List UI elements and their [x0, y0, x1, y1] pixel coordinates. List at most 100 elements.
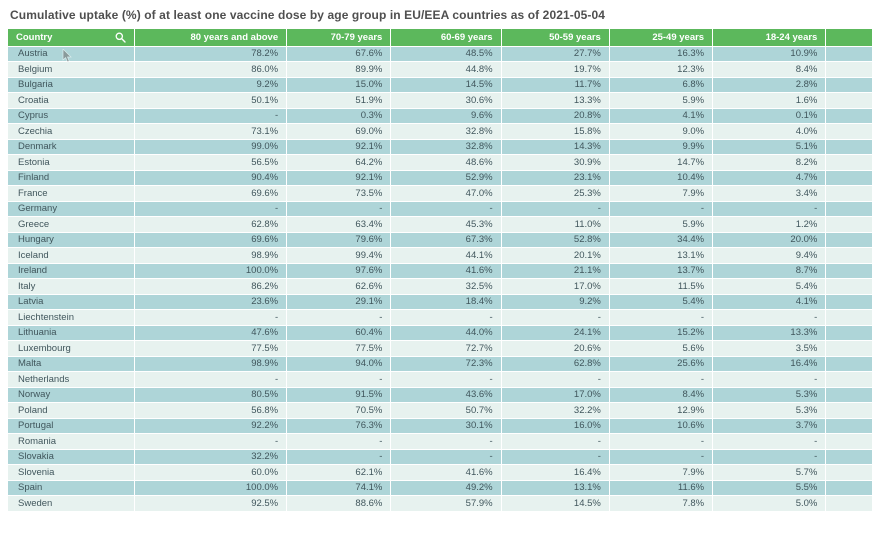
value-cell: 73.5%: [286, 185, 392, 202]
value-cell: 32.8%: [390, 139, 502, 155]
value-cell: -: [501, 371, 610, 388]
page-title: Cumulative uptake (%) of at least one va…: [10, 8, 606, 22]
country-cell: Netherlands: [8, 371, 135, 388]
value-cell: 48.6%: [390, 154, 502, 171]
value-cell: 32.2%: [134, 449, 288, 465]
value-cell: 8.7%: [712, 263, 827, 279]
value-cell: 12.9%: [609, 402, 714, 419]
value-cell: -: [501, 449, 610, 465]
value-cell: 10.4%: [609, 170, 714, 186]
value-cell: 5.1%: [712, 139, 827, 155]
value-cell: 18.4%: [390, 294, 502, 310]
country-cell: Austria: [8, 46, 135, 62]
value-cell: 30.9%: [501, 154, 610, 171]
column-header-50-59[interactable]: 50-59 years: [501, 29, 610, 47]
table-row: Hungary 69.6% 79.6% 67.3% 52.8% 34.4% 20.0%: [8, 232, 872, 248]
empty-cell: [825, 139, 872, 155]
value-cell: 27.7%: [501, 46, 610, 62]
value-cell: 94.0%: [286, 356, 392, 372]
value-cell: 72.7%: [390, 340, 502, 357]
table-row: Finland 90.4% 92.1% 52.9% 23.1% 10.4% 4.7%: [8, 170, 872, 186]
empty-cell: [825, 46, 872, 62]
value-cell: -: [501, 201, 610, 217]
value-cell: 69.0%: [286, 123, 392, 140]
country-cell: Ireland: [8, 263, 135, 279]
empty-cell: [825, 495, 872, 512]
value-cell: 52.9%: [390, 170, 502, 186]
value-cell: 16.4%: [501, 464, 610, 481]
data-table: Country 80 years and above 70-79 years 6…: [8, 29, 872, 512]
value-cell: 14.5%: [501, 495, 610, 512]
table-row: Latvia 23.6% 29.1% 18.4% 9.2% 5.4% 4.1%: [8, 294, 872, 310]
value-cell: -: [712, 433, 827, 450]
column-header-25-49[interactable]: 25-49 years: [609, 29, 714, 47]
empty-cell: [825, 340, 872, 357]
table-row: Lithuania 47.6% 60.4% 44.0% 24.1% 15.2% 13.3%: [8, 325, 872, 341]
column-header-country[interactable]: Country: [8, 29, 135, 47]
table-row: Norway 80.5% 91.5% 43.6% 17.0% 8.4% 5.3%: [8, 387, 872, 403]
table-row: Portugal 92.2% 76.3% 30.1% 16.0% 10.6% 3.7%: [8, 418, 872, 434]
column-header-70-79[interactable]: 70-79 years: [286, 29, 392, 47]
value-cell: 50.1%: [134, 92, 288, 109]
country-cell: Belgium: [8, 61, 135, 78]
value-cell: 11.5%: [609, 278, 714, 295]
value-cell: 32.2%: [501, 402, 610, 419]
value-cell: -: [286, 201, 392, 217]
table-row: Romania - - - - - -: [8, 433, 872, 450]
empty-cell: [825, 247, 872, 264]
value-cell: 56.5%: [134, 154, 288, 171]
value-cell: 3.5%: [712, 340, 827, 357]
value-cell: 25.3%: [501, 185, 610, 202]
value-cell: 74.1%: [286, 480, 392, 496]
empty-cell: [825, 278, 872, 295]
empty-cell: [825, 294, 872, 310]
value-cell: 24.1%: [501, 325, 610, 341]
column-header-80plus[interactable]: 80 years and above: [134, 29, 288, 47]
country-cell: Bulgaria: [8, 77, 135, 93]
value-cell: 32.8%: [390, 123, 502, 140]
value-cell: 88.6%: [286, 495, 392, 512]
table-row: Sweden 92.5% 88.6% 57.9% 14.5% 7.8% 5.0%: [8, 495, 872, 512]
value-cell: 64.2%: [286, 154, 392, 171]
value-cell: -: [609, 371, 714, 388]
table-row: Iceland 98.9% 99.4% 44.1% 20.1% 13.1% 9.4%: [8, 247, 872, 264]
value-cell: 44.8%: [390, 61, 502, 78]
value-cell: 20.6%: [501, 340, 610, 357]
empty-cell: [825, 464, 872, 481]
empty-cell: [825, 325, 872, 341]
search-icon[interactable]: [115, 32, 126, 43]
country-cell: Germany: [8, 201, 135, 217]
country-cell: France: [8, 185, 135, 202]
value-cell: 89.9%: [286, 61, 392, 78]
value-cell: 30.1%: [390, 418, 502, 434]
value-cell: 9.4%: [712, 247, 827, 264]
value-cell: 62.8%: [134, 216, 288, 233]
value-cell: 69.6%: [134, 185, 288, 202]
value-cell: -: [134, 309, 288, 326]
value-cell: -: [712, 449, 827, 465]
empty-cell: [825, 170, 872, 186]
value-cell: 77.5%: [286, 340, 392, 357]
value-cell: 7.9%: [609, 185, 714, 202]
value-cell: 5.9%: [609, 216, 714, 233]
value-cell: 17.0%: [501, 387, 610, 403]
value-cell: 1.2%: [712, 216, 827, 233]
value-cell: -: [390, 371, 502, 388]
value-cell: 99.4%: [286, 247, 392, 264]
value-cell: 60.0%: [134, 464, 288, 481]
value-cell: 32.5%: [390, 278, 502, 295]
value-cell: 5.5%: [712, 480, 827, 496]
column-header-60-69[interactable]: 60-69 years: [390, 29, 502, 47]
value-cell: 70.5%: [286, 402, 392, 419]
value-cell: 25.6%: [609, 356, 714, 372]
column-header-18-24[interactable]: 18-24 years: [712, 29, 827, 47]
value-cell: -: [286, 371, 392, 388]
value-cell: 2.8%: [712, 77, 827, 93]
value-cell: 8.4%: [609, 387, 714, 403]
table-row: Poland 56.8% 70.5% 50.7% 32.2% 12.9% 5.3%: [8, 402, 872, 419]
value-cell: 67.3%: [390, 232, 502, 248]
value-cell: 4.7%: [712, 170, 827, 186]
value-cell: 41.6%: [390, 263, 502, 279]
value-cell: 23.1%: [501, 170, 610, 186]
value-cell: -: [390, 433, 502, 450]
